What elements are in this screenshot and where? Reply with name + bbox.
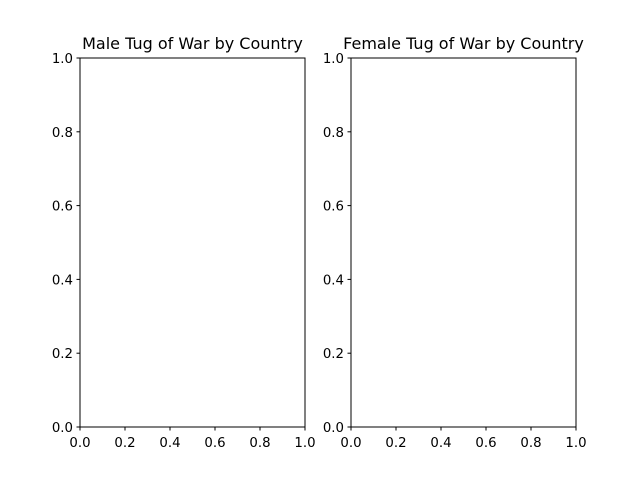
female-y-axis: 0.0 0.2 0.4 0.6 0.8 1.0 <box>323 52 351 436</box>
male-x-tick-label: 0.2 <box>114 436 135 451</box>
female-y-tick-label: 0.8 <box>323 126 344 141</box>
male-x-tick-label: 0.0 <box>69 436 90 451</box>
male-y-tick-label: 0.8 <box>52 126 73 141</box>
female-x-tick-label: 0.4 <box>430 436 451 451</box>
male-x-axis: 0.0 0.2 0.4 0.6 0.8 1.0 <box>69 427 316 451</box>
male-chart: Male Tug of War by Country 0.00.20.40.60… <box>52 34 316 451</box>
female-chart: Female Tug of War by Country 0.00.20.40.… <box>323 34 587 451</box>
male-x-tick-label: 1.0 <box>294 436 315 451</box>
female-x-axis: 0.0 0.2 0.4 0.6 0.8 1.0 <box>340 427 587 451</box>
female-chart-title: Female Tug of War by Country <box>343 34 584 53</box>
female-x-tick-label: 0.8 <box>520 436 541 451</box>
male-y-axis: 0.0 0.2 0.4 0.6 0.8 1.0 <box>52 52 80 436</box>
female-y-tick-label: 0.4 <box>323 273 344 288</box>
female-y-tick-label: 0.2 <box>323 347 344 362</box>
female-x-tick-label: 0.0 <box>340 436 361 451</box>
male-x-tick-label: 0.4 <box>159 436 180 451</box>
male-y-tick-label: 0.6 <box>52 200 73 215</box>
male-plot-area <box>79 57 306 428</box>
male-y-tick-label: 0.0 <box>52 421 73 436</box>
male-y-tick-label: 0.4 <box>52 273 73 288</box>
female-plot-area <box>350 57 577 428</box>
female-y-tick-label: 1.0 <box>323 52 344 67</box>
male-x-tick-label: 0.8 <box>249 436 270 451</box>
male-y-tick-label: 0.2 <box>52 347 73 362</box>
female-x-tick-label: 0.6 <box>475 436 496 451</box>
male-chart-title: Male Tug of War by Country <box>82 34 303 53</box>
female-y-tick-label: 0.0 <box>323 421 344 436</box>
female-x-tick-label: 1.0 <box>565 436 586 451</box>
male-x-tick-label: 0.6 <box>204 436 225 451</box>
female-y-tick-label: 0.6 <box>323 200 344 215</box>
female-x-tick-label: 0.2 <box>385 436 406 451</box>
male-y-tick-label: 1.0 <box>52 52 73 67</box>
